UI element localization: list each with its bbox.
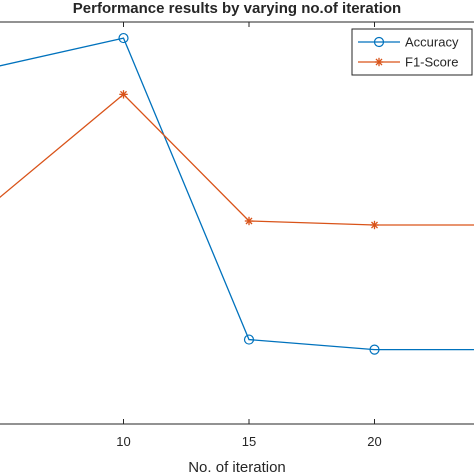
legend-label: Accuracy (405, 35, 459, 50)
data-point-f1-score (119, 90, 128, 99)
legend-box (351, 28, 473, 76)
x-tick-label: 15 (242, 434, 256, 449)
data-point-accuracy (369, 344, 380, 355)
axes (0, 21, 474, 425)
data-point-f1-score (244, 216, 254, 226)
legend-marker (373, 36, 385, 48)
x-tick-label: 20 (367, 434, 381, 449)
series-layer (0, 32, 474, 355)
series-line-f1-score (0, 93, 474, 226)
series-line-accuracy (0, 37, 474, 351)
data-point-accuracy (243, 334, 255, 345)
data-point-f1-score (370, 220, 379, 230)
data-point-accuracy (118, 32, 129, 44)
x-axis-label: No. of iteration (188, 459, 286, 474)
legend-marker (374, 57, 384, 67)
chart-title: Performance results by varying no.of ite… (73, 0, 401, 17)
legend: Accuracy F1-Score (351, 28, 473, 76)
legend-label: F1-Score (405, 55, 458, 70)
x-ticks: 10 15 20 (116, 22, 382, 449)
x-tick-label: 10 (116, 434, 130, 449)
